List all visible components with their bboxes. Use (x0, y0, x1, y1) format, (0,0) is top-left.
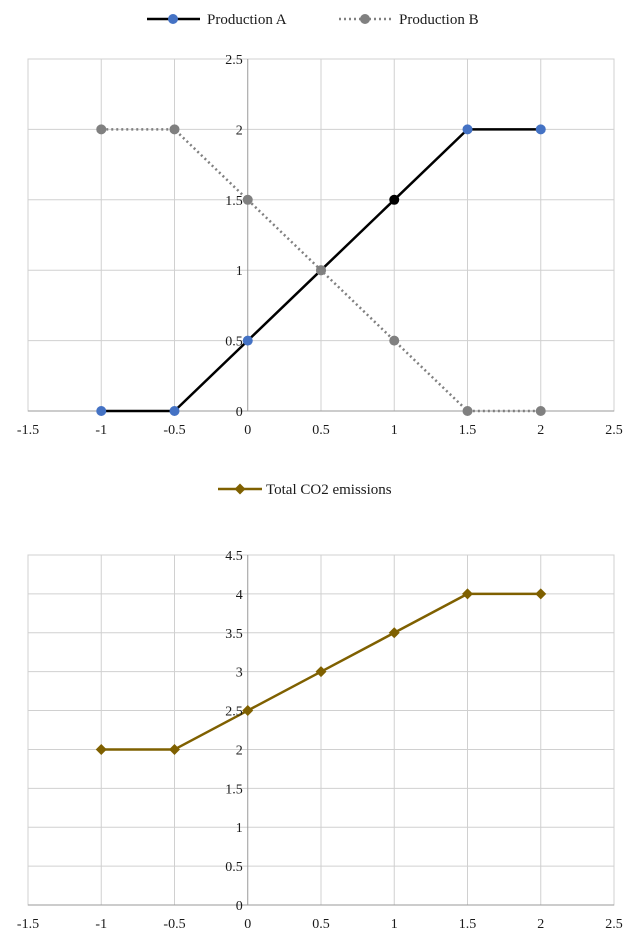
y-tick-label: 4 (236, 588, 243, 603)
legend-marker-total-co2 (234, 483, 246, 495)
emissions-chart: Total CO2 emissions -1.5 -1 -0.5 0 0.5 1 1.5 2 2… (17, 482, 623, 932)
data-point-total-co2-emissions (535, 588, 547, 600)
x-tick-label: -0.5 (163, 917, 185, 932)
x-tick-label: 2 (537, 917, 544, 932)
x-tick-label: 1 (391, 423, 398, 438)
y-tick-label: 2.5 (225, 705, 243, 720)
y-tick-label: 2 (236, 743, 243, 758)
y-tick-label: 2 (236, 123, 243, 138)
x-tick-label: -1.5 (17, 423, 39, 438)
y-tick-label: 3.5 (225, 627, 243, 642)
data-point-production-a (462, 124, 473, 135)
x-tick-label: -1 (95, 917, 107, 932)
data-point-production-a (389, 194, 400, 205)
emissions-series (95, 588, 547, 755)
emissions-axes (28, 555, 614, 906)
x-tick-label: 0 (244, 423, 251, 438)
production-gridlines (27, 58, 615, 412)
y-tick-label: 1 (236, 821, 243, 836)
data-point-total-co2-emissions (462, 588, 473, 600)
x-tick-label: 2 (537, 423, 544, 438)
data-point-production-b (242, 194, 253, 205)
emissions-y-tick-labels: 0 0.5 1 1.5 2 2.5 3 3.5 4 4.5 (225, 549, 243, 914)
legend-label-production-a: Production A (207, 12, 287, 28)
legend-marker-production-b (360, 14, 370, 24)
y-tick-label: 0.5 (225, 335, 243, 350)
data-point-total-co2-emissions (388, 627, 400, 639)
data-point-production-b (316, 265, 326, 276)
production-chart: Production A Production B -1.5 -1 -0.5 0 0.5… (17, 12, 623, 438)
y-tick-label: 2.5 (225, 53, 243, 68)
data-point-production-a (169, 406, 180, 416)
legend-label-total-co2: Total CO2 emissions (266, 482, 392, 498)
y-tick-label: 1.5 (225, 194, 243, 209)
x-tick-label: 2.5 (605, 917, 623, 932)
production-x-tick-labels: -1.5 -1 -0.5 0 0.5 1 1.5 2 2.5 (17, 423, 623, 438)
y-tick-label: 1.5 (225, 782, 243, 797)
y-tick-label: 0.5 (225, 860, 243, 875)
emissions-gridlines (27, 554, 615, 906)
x-tick-label: -0.5 (163, 423, 185, 438)
y-tick-label: 0 (236, 405, 243, 420)
data-point-production-a (535, 124, 546, 135)
x-tick-label: -1 (95, 423, 107, 438)
x-tick-label: 1 (391, 917, 398, 932)
data-point-total-co2-emissions (169, 743, 180, 755)
production-legend: Production A Production B (147, 12, 479, 28)
data-point-production-a (96, 406, 107, 416)
production-y-tick-labels: 0 0.5 1 1.5 2 2.5 (225, 53, 243, 420)
y-tick-label: 0 (236, 899, 243, 914)
y-tick-label: 4.5 (225, 549, 243, 564)
x-tick-label: 0.5 (312, 917, 330, 932)
legend-label-production-b: Production B (399, 12, 479, 28)
data-point-production-a (242, 335, 253, 346)
production-series (96, 124, 546, 416)
emissions-x-tick-labels: -1.5 -1 -0.5 0 0.5 1 1.5 2 2.5 (17, 917, 623, 932)
data-point-production-b (96, 124, 107, 135)
x-tick-label: -1.5 (17, 917, 39, 932)
data-point-production-b (535, 406, 546, 416)
x-tick-label: 0.5 (312, 423, 330, 438)
x-tick-label: 2.5 (605, 423, 623, 438)
data-point-production-b (389, 335, 400, 346)
data-point-production-b (462, 406, 473, 416)
data-point-production-b (169, 124, 180, 135)
x-tick-label: 1.5 (459, 917, 477, 932)
y-tick-label: 3 (236, 666, 243, 681)
data-point-total-co2-emissions (242, 705, 254, 717)
x-tick-label: 1.5 (459, 423, 477, 438)
legend-marker-production-a (168, 14, 178, 24)
y-tick-label: 1 (236, 264, 243, 279)
data-point-total-co2-emissions (95, 743, 107, 755)
x-tick-label: 0 (244, 917, 251, 932)
data-point-total-co2-emissions (315, 666, 327, 678)
emissions-legend: Total CO2 emissions (218, 482, 392, 498)
